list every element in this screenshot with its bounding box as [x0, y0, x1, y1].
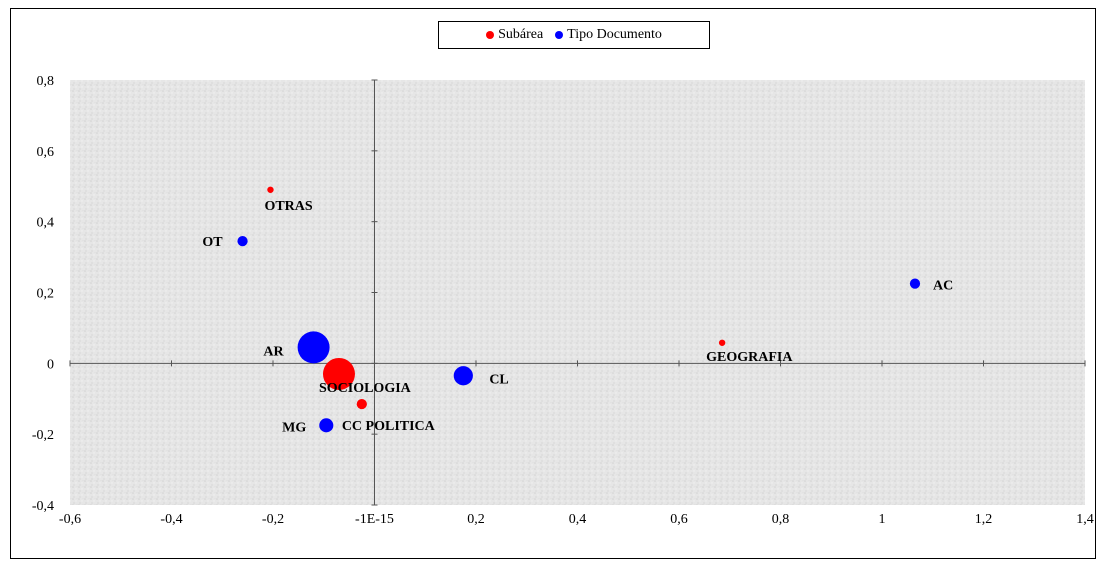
x-tick-label: -0,6 [59, 512, 81, 527]
data-point-otras [267, 186, 274, 193]
x-tick-label: 1,4 [1076, 512, 1094, 527]
data-point-ot [237, 236, 248, 247]
data-label: GEOGRAFIA [706, 350, 793, 365]
y-tick-label: -0,2 [32, 428, 54, 443]
y-tick-label: 0,4 [37, 216, 55, 231]
x-tick-label: 0,2 [467, 512, 485, 527]
data-point-sociologia [322, 357, 355, 390]
y-tick-label: 0,8 [37, 74, 55, 89]
data-label: MG [282, 420, 306, 435]
legend-entry-tipo-documento: Tipo Documento [555, 27, 662, 43]
data-point-cl [453, 366, 473, 386]
x-tick-label: -0,2 [262, 512, 284, 527]
data-label: AC [933, 279, 953, 294]
legend-label-subarea: Subárea [498, 27, 544, 42]
data-point-mg [319, 418, 334, 433]
x-tick-label: 0,4 [569, 512, 587, 527]
y-tick-label: -0,4 [32, 499, 54, 514]
data-label: CC POLITICA [342, 419, 436, 434]
data-label: AR [263, 344, 284, 359]
y-tick-label: 0,6 [37, 145, 55, 160]
x-tick-label: -0,4 [160, 512, 182, 527]
x-tick-label: 1,2 [975, 512, 993, 527]
data-point-cc-politica [356, 398, 367, 410]
data-label: CL [489, 373, 508, 388]
x-tick-label: -1E-15 [355, 512, 394, 527]
x-tick-label: 1 [879, 512, 886, 527]
legend: Subárea Tipo Documento [438, 21, 710, 49]
legend-marker-tipo-documento [555, 31, 564, 39]
data-label: SOCIOLOGIA [319, 381, 412, 396]
legend-label-tipo-documento: Tipo Documento [567, 27, 662, 42]
x-tick-label: 0,6 [670, 512, 688, 527]
y-tick-label: 0,2 [37, 287, 55, 302]
legend-marker-subarea [486, 31, 495, 39]
data-point-ac [909, 278, 921, 289]
y-tick-label: 0 [47, 357, 54, 372]
legend-entry-subarea: Subárea [486, 27, 543, 43]
data-label: OT [202, 235, 223, 250]
x-tick-label: 0,8 [772, 512, 790, 527]
data-label: OTRAS [264, 199, 312, 214]
plot-area [70, 80, 1085, 505]
data-point-geografia [718, 339, 726, 346]
data-point-ar [297, 331, 330, 364]
